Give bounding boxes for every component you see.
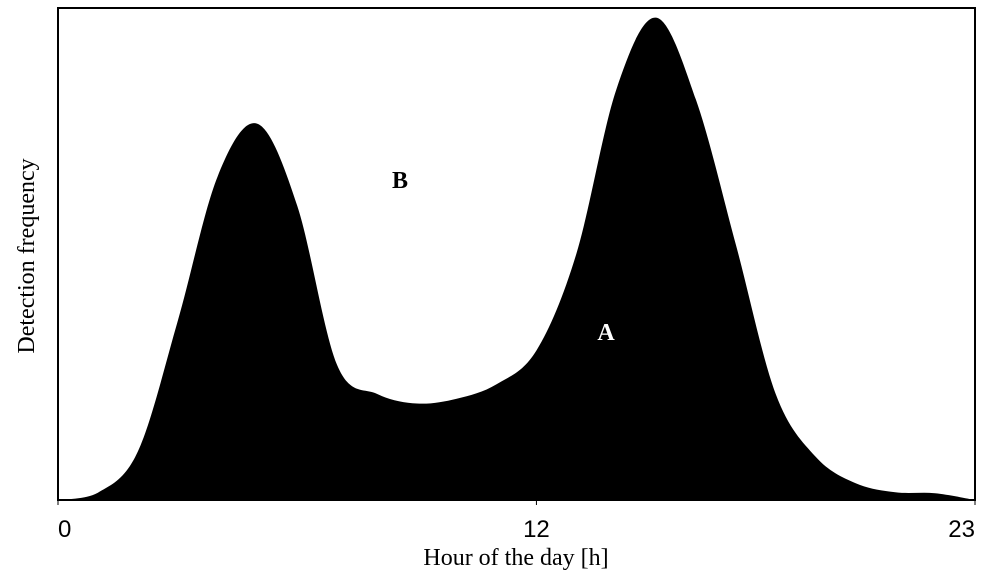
area [58,17,975,500]
x-axis-label: Hour of the day [h] [423,545,608,571]
y-axis-label: Detection frequency [14,158,40,353]
annotation: B [392,168,408,194]
x-tick-label: 0 [58,516,71,543]
plot-area [58,17,975,500]
annotation: A [597,320,615,346]
x-tick-label: 23 [948,516,975,543]
x-tick-label: 12 [523,516,550,543]
